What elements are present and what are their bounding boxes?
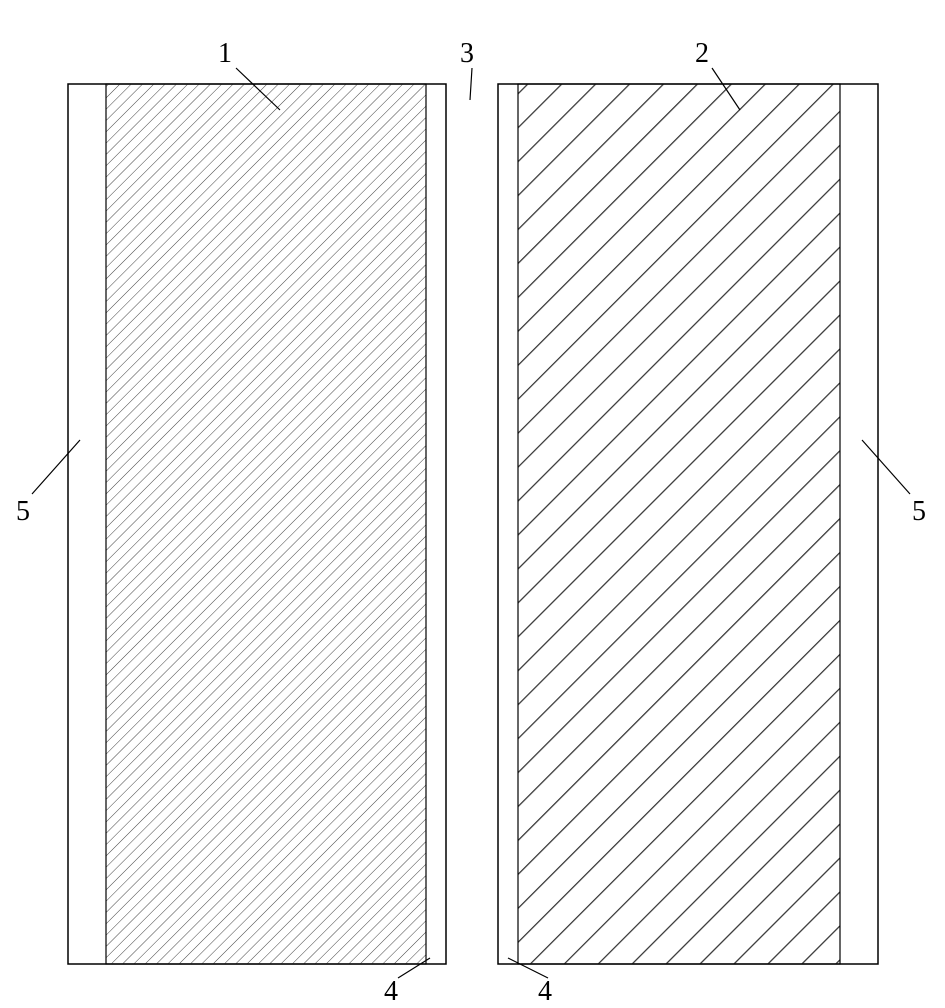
leader-3 <box>470 68 472 100</box>
label-1: 1 <box>218 38 232 70</box>
left-block <box>68 84 446 964</box>
label-4-left: 4 <box>384 976 398 1008</box>
label-5-right: 5 <box>912 496 926 528</box>
right-block <box>498 84 878 964</box>
label-3: 3 <box>460 38 474 70</box>
label-4-right: 4 <box>538 976 552 1008</box>
region-2-hatched <box>518 84 840 964</box>
diagram-svg <box>0 0 945 1000</box>
label-2: 2 <box>695 38 709 70</box>
region-1-hatched <box>106 84 426 964</box>
label-5-left: 5 <box>16 496 30 528</box>
